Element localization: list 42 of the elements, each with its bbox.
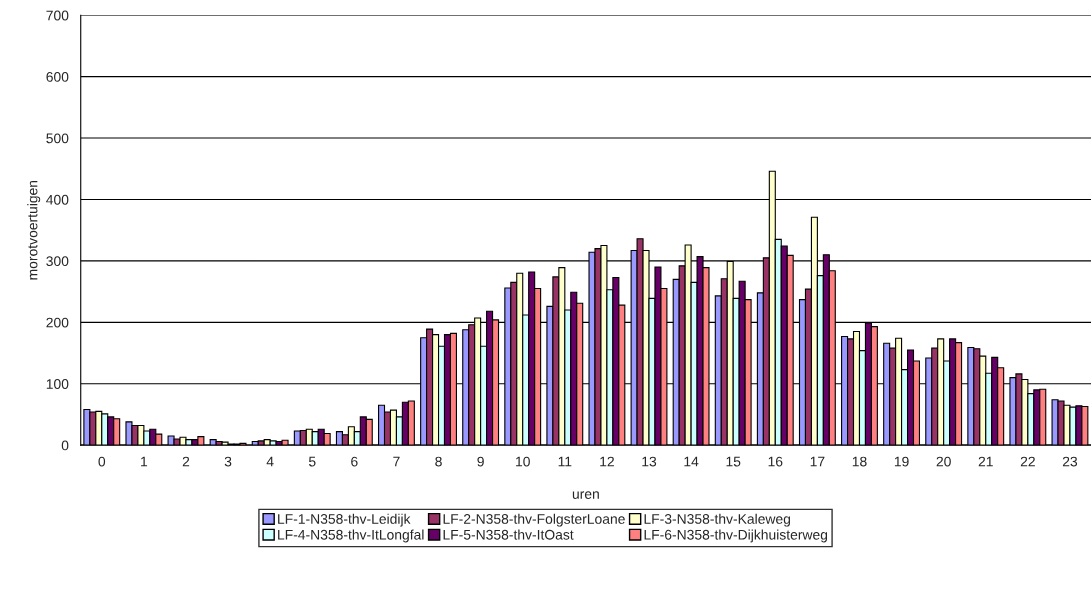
y-tick-label: 400 xyxy=(46,194,69,205)
legend-label: LF-1-N358-thv-Leidijk xyxy=(278,513,411,527)
bar xyxy=(167,435,175,446)
x-tick-label: 14 xyxy=(684,456,699,467)
x-tick-label: 7 xyxy=(393,456,400,467)
x-tick-label: 10 xyxy=(516,456,530,467)
bar xyxy=(125,421,133,446)
x-tick-label: 5 xyxy=(308,456,316,467)
x-tick-label: 19 xyxy=(894,456,909,467)
y-tick-label: 0 xyxy=(61,440,69,451)
y-tick-label: 100 xyxy=(46,379,69,389)
x-axis-title: uren xyxy=(572,491,599,499)
x-tick-label: 3 xyxy=(224,456,232,467)
x-tick-label: 22 xyxy=(1020,456,1035,467)
legend-label: LF-6-N358-thv-Dijkhuisterweg xyxy=(644,529,828,543)
x-tick-label: 9 xyxy=(477,456,484,467)
x-tick-label: 12 xyxy=(600,456,614,467)
legend-label: LF-5-N358-thv-ItOast xyxy=(443,529,574,540)
x-tick-label: 11 xyxy=(558,456,572,467)
x-tick-label: 8 xyxy=(435,456,442,467)
x-tick-label: 13 xyxy=(642,456,657,467)
x-tick-label: 0 xyxy=(98,456,106,467)
y-tick-label: 500 xyxy=(46,133,69,144)
legend-label: LF-4-N358-thv-ItLongfal xyxy=(278,529,424,543)
x-tick-label: 18 xyxy=(852,456,867,467)
x-tick-label: 23 xyxy=(1062,456,1078,467)
x-tick-label: 4 xyxy=(266,456,274,467)
x-tick-label: 16 xyxy=(768,456,783,467)
x-tick-label: 21 xyxy=(978,456,993,467)
x-tick-label: 2 xyxy=(182,456,190,467)
x-tick-label: 17 xyxy=(810,456,825,467)
x-tick-label: 6 xyxy=(351,456,358,467)
legend-label: LF-3-N358-thv-Kaleweg xyxy=(644,513,790,527)
x-tick-label: 20 xyxy=(936,456,951,467)
x-tick-label: 15 xyxy=(726,456,741,467)
y-tick-label: 600 xyxy=(46,71,69,82)
y-tick-label: 300 xyxy=(46,256,69,267)
y-axis-title: morotvoertuigen xyxy=(27,180,41,280)
x-tick-label: 1 xyxy=(141,456,148,467)
legend-label: LF-2-N358-thv-FolgsterLoane xyxy=(443,513,625,527)
y-tick-label: 700 xyxy=(46,10,69,21)
y-tick-label: 200 xyxy=(46,317,69,328)
